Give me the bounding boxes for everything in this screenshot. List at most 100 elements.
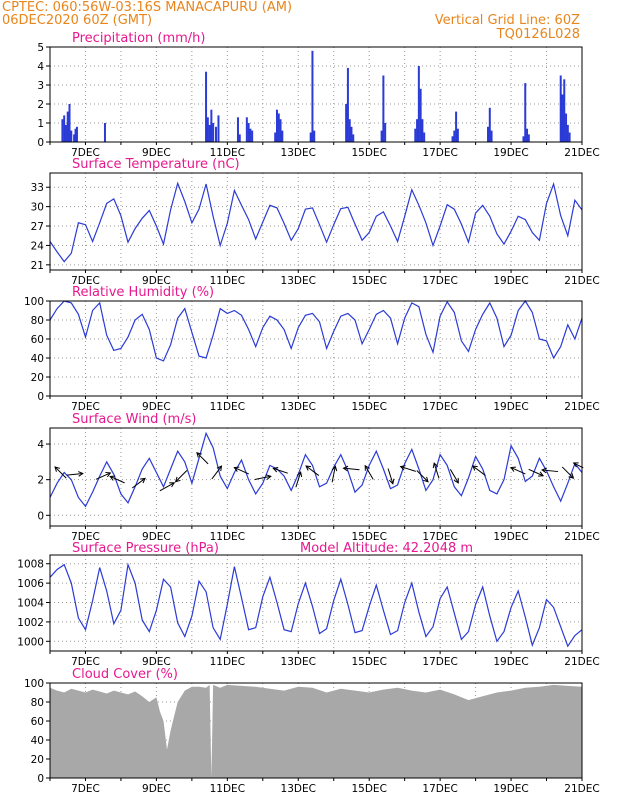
wind-arrow-shaft	[331, 466, 336, 483]
wind-arrow-head	[216, 465, 223, 472]
precip-bar	[563, 79, 566, 142]
precip-bar	[66, 111, 69, 142]
x-tick-label: 21DEC	[564, 783, 599, 795]
precip-bar	[75, 126, 78, 142]
precip-bar	[380, 130, 383, 142]
precip-bar	[384, 123, 387, 142]
y-tick-label: 30	[31, 202, 44, 214]
precip-bar	[524, 83, 527, 142]
wind-arrow-shaft	[109, 476, 125, 484]
wind-arrow-shaft	[343, 467, 360, 471]
wind-arrow-head	[399, 465, 406, 471]
x-tick-label: 21DEC	[564, 656, 599, 668]
precip-bar	[414, 128, 417, 142]
wind-arrow-shaft	[159, 482, 175, 492]
panel-frame	[49, 46, 583, 143]
wind-arrow-head	[568, 473, 575, 479]
y-tick-label: 1	[37, 118, 44, 130]
precip-bar	[210, 109, 213, 142]
precip-bar	[490, 130, 493, 142]
wind-arrow-head	[342, 465, 349, 472]
panel-title: Relative Humidity (%)	[72, 285, 214, 300]
x-tick-label: 13DEC	[281, 275, 316, 287]
precip-bar	[345, 104, 348, 142]
x-tick-label: 15DEC	[351, 531, 386, 543]
wind-arrow-head	[510, 466, 516, 472]
precip-bar	[565, 113, 568, 142]
y-tick-label: 60	[31, 334, 44, 346]
wind-arrow-head	[423, 476, 429, 483]
y-tick-label: 80	[31, 697, 44, 709]
wind-arrow-shaft	[561, 466, 574, 479]
precip-bar	[208, 124, 211, 142]
wind-arrow-head	[541, 467, 547, 474]
precip-bar	[382, 75, 385, 142]
y-tick-label: 4	[37, 61, 44, 73]
x-tick-label: 13DEC	[281, 147, 316, 159]
precip-bar	[568, 132, 571, 142]
y-tick-label: 0	[37, 137, 44, 149]
precip-bar	[527, 134, 530, 142]
wind-arrow-head	[331, 465, 338, 472]
precip-bar	[103, 123, 106, 142]
wind-arrow-shaft	[400, 466, 416, 472]
wind-arrow-shaft	[364, 465, 374, 480]
wind-arrow-shaft	[449, 469, 459, 484]
wind-arrow-head	[233, 466, 240, 472]
precip-bar	[212, 123, 215, 142]
x-tick-label: 19DEC	[493, 147, 528, 159]
y-tick-label: 0	[37, 391, 44, 403]
x-tick-label: 7DEC	[71, 401, 100, 413]
precip-bar	[456, 128, 459, 142]
precip-bar	[526, 128, 529, 142]
panel-4: 0 2 4 7DEC 9DEC 11DEC 13DEC 15DEC 17DEC 19DEC 21DE…	[37, 412, 599, 543]
precip-bar	[274, 132, 277, 142]
precip-bar	[73, 134, 76, 142]
wind-arrow-shaft	[295, 471, 302, 488]
x-tick-label: 11DEC	[210, 656, 245, 668]
x-tick-label: 19DEC	[493, 531, 528, 543]
precip-bar	[68, 104, 71, 142]
panel-3: 0 20 40 60 80 100 7DEC 9DEC 11DEC 13DEC 15DEC 17DEC…	[24, 285, 600, 413]
y-tick-label: 1008	[17, 559, 44, 571]
wind-arrow-shaft	[175, 470, 188, 483]
wind-arrow-head	[364, 464, 370, 471]
y-tick-label: 5	[37, 42, 44, 54]
x-tick-label: 19DEC	[493, 783, 528, 795]
panel-frame	[49, 427, 583, 527]
x-tick-label: 17DEC	[422, 401, 457, 413]
y-tick-label: 40	[31, 353, 44, 365]
precip-bar	[309, 132, 312, 142]
wind-arrow-shaft	[273, 467, 288, 474]
precip-bar	[70, 130, 73, 142]
x-tick-label: 21DEC	[564, 147, 599, 159]
x-tick-label: 13DEC	[281, 656, 316, 668]
y-tick-label: 20	[31, 754, 44, 766]
y-tick-label: 4	[37, 439, 44, 451]
x-tick-label: 7DEC	[71, 531, 100, 543]
precip-bar	[352, 134, 355, 142]
x-tick-label: 13DEC	[281, 401, 316, 413]
wind-arrow-head	[78, 471, 84, 477]
x-tick-label: 9DEC	[142, 531, 171, 543]
x-tick-label: 15DEC	[351, 147, 386, 159]
precip-bar	[61, 119, 64, 142]
y-tick-label: 1000	[17, 636, 44, 648]
y-tick-label: 80	[31, 315, 44, 327]
wind-arrow-head	[196, 451, 202, 458]
precip-bar	[488, 107, 491, 142]
panel-title: Surface Wind (m/s)	[72, 412, 196, 427]
header-station: CPTEC: 060:56W-03:16S MANACAPURU (AM)	[2, 0, 292, 15]
y-tick-label: 21	[31, 260, 44, 272]
x-tick-label: 9DEC	[142, 783, 171, 795]
wind-arrow-shaft	[542, 469, 559, 473]
series-line	[49, 562, 583, 648]
precip-bar	[63, 115, 66, 142]
panel-title: Cloud Cover (%)	[72, 667, 178, 682]
precip-bar	[421, 119, 424, 142]
y-tick-label: 1002	[17, 617, 44, 629]
panel-6: 0 20 40 60 80 100 7DEC 9DEC 11DEC 13DEC 15DEC 17DEC…	[24, 667, 600, 795]
y-tick-label: 24	[31, 240, 45, 252]
wind-arrow-shaft	[305, 465, 320, 476]
x-tick-label: 11DEC	[210, 401, 245, 413]
